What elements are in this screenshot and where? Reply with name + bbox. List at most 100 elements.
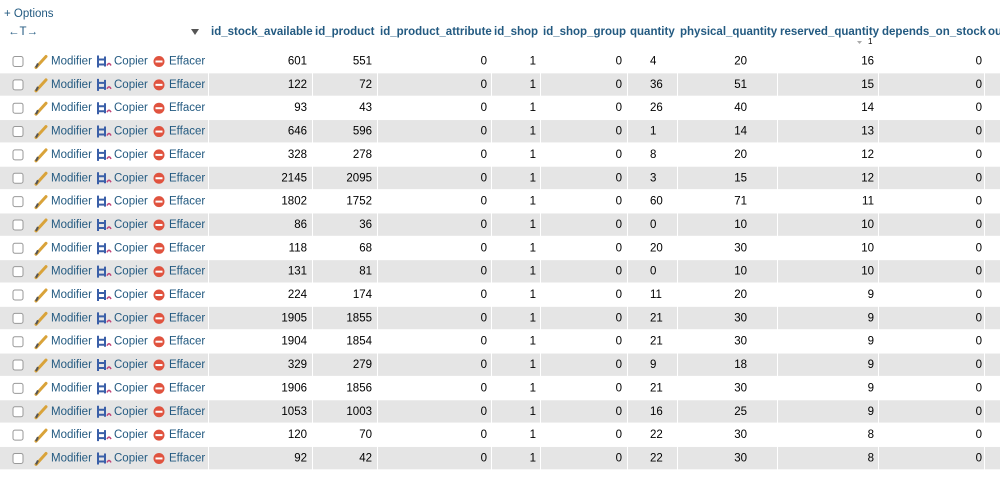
cell-bg <box>209 376 312 400</box>
cell-value: 0 <box>481 312 487 324</box>
delete-link[interactable]: Effacer <box>169 406 205 418</box>
edit-link[interactable]: Modifier <box>51 102 92 114</box>
edit-link[interactable]: Modifier <box>51 359 92 371</box>
edit-link[interactable]: Modifier <box>51 312 92 324</box>
cell-bg <box>778 190 878 213</box>
cell-bg <box>778 213 878 236</box>
delete-link[interactable]: Effacer <box>169 336 205 348</box>
copy-link[interactable]: Copier <box>114 102 148 114</box>
delete-link[interactable]: Effacer <box>169 219 205 231</box>
row-checkbox[interactable] <box>12 452 24 464</box>
column-header[interactable]: id_product <box>315 26 375 38</box>
row-checkbox[interactable] <box>12 266 24 278</box>
copy-link[interactable]: Copier <box>114 312 148 324</box>
cell-bg <box>628 423 677 446</box>
column-header[interactable]: id_shop_group <box>543 26 626 38</box>
edit-link[interactable]: Modifier <box>51 266 92 278</box>
delete-link[interactable]: Effacer <box>169 56 205 68</box>
cell-bg <box>209 330 312 353</box>
edit-link[interactable]: Modifier <box>51 149 92 161</box>
copy-link[interactable]: Copier <box>114 336 148 348</box>
delete-link[interactable]: Effacer <box>169 429 205 441</box>
copy-icon <box>97 405 106 418</box>
row-checkbox[interactable] <box>12 102 24 114</box>
delete-link[interactable]: Effacer <box>169 242 205 254</box>
edit-link[interactable]: Modifier <box>51 219 92 231</box>
delete-link[interactable]: Effacer <box>169 79 205 91</box>
copy-link[interactable]: Copier <box>114 289 148 301</box>
row-checkbox[interactable] <box>12 149 24 161</box>
delete-link[interactable]: Effacer <box>169 126 205 138</box>
copy-link[interactable]: Copier <box>114 172 148 184</box>
cell-value: 0 <box>976 79 982 91</box>
column-header[interactable]: depends_on_stock <box>882 26 987 38</box>
edit-link[interactable]: Modifier <box>51 382 92 394</box>
copy-link[interactable]: Copier <box>114 359 148 371</box>
row-checkbox[interactable] <box>12 312 24 324</box>
row-checkbox[interactable] <box>12 56 24 67</box>
cell-bg <box>209 190 312 213</box>
delete-link[interactable]: Effacer <box>169 172 205 184</box>
column-arrows[interactable]: ←T→ <box>8 26 38 38</box>
copy-link[interactable]: Copier <box>114 149 148 161</box>
copy-link[interactable]: Copier <box>114 382 148 394</box>
edit-link[interactable]: Modifier <box>51 196 92 208</box>
row-checkbox[interactable] <box>12 406 24 418</box>
column-header[interactable]: id_product_attribute <box>380 26 492 38</box>
row-checkbox[interactable] <box>12 359 24 371</box>
row-checkbox[interactable] <box>12 336 24 348</box>
delete-link[interactable]: Effacer <box>169 312 205 324</box>
edit-link[interactable]: Modifier <box>51 172 92 184</box>
row-checkbox[interactable] <box>12 126 24 138</box>
copy-link[interactable]: Copier <box>114 452 148 464</box>
delete-link[interactable]: Effacer <box>169 452 205 464</box>
delete-link[interactable]: Effacer <box>169 196 205 208</box>
edit-link[interactable]: Modifier <box>51 79 92 91</box>
delete-icon-bar <box>155 387 163 390</box>
copy-link[interactable]: Copier <box>114 266 148 278</box>
row-checkbox[interactable] <box>12 196 24 208</box>
row-checkbox[interactable] <box>12 79 24 91</box>
options-link[interactable]: + Options <box>4 8 54 20</box>
copy-link[interactable]: Copier <box>114 126 148 138</box>
edit-link[interactable]: Modifier <box>51 242 92 254</box>
column-header[interactable]: id_stock_available <box>211 26 313 38</box>
row-checkbox[interactable] <box>12 429 24 441</box>
edit-link[interactable]: Modifier <box>51 56 92 68</box>
row-checkbox[interactable] <box>12 242 24 254</box>
delete-link[interactable]: Effacer <box>169 359 205 371</box>
edit-link[interactable]: Modifier <box>51 289 92 301</box>
column-header[interactable]: physical_quantity <box>680 26 778 38</box>
delete-link[interactable]: Effacer <box>169 289 205 301</box>
copy-link[interactable]: Copier <box>114 56 148 68</box>
edit-link[interactable]: Modifier <box>51 126 92 138</box>
column-header[interactable]: id_shop <box>494 26 538 38</box>
copy-link[interactable]: Copier <box>114 429 148 441</box>
copy-link[interactable]: Copier <box>114 406 148 418</box>
dropdown-arrow[interactable] <box>191 29 199 35</box>
row-checkbox[interactable] <box>12 219 24 231</box>
row-checkbox[interactable] <box>12 289 24 301</box>
row-checkbox[interactable] <box>12 382 24 394</box>
copy-link[interactable]: Copier <box>114 196 148 208</box>
cell-value: 0 <box>481 242 487 254</box>
edit-link[interactable]: Modifier <box>51 406 92 418</box>
edit-link[interactable]: Modifier <box>51 452 92 464</box>
column-header[interactable]: quantity <box>630 26 675 38</box>
delete-link[interactable]: Effacer <box>169 149 205 161</box>
copy-link[interactable]: Copier <box>114 219 148 231</box>
copy-link[interactable]: Copier <box>114 79 148 91</box>
delete-link[interactable]: Effacer <box>169 102 205 114</box>
cell-value: 328 <box>288 149 307 161</box>
edit-link[interactable]: Modifier <box>51 336 92 348</box>
delete-link[interactable]: Effacer <box>169 266 205 278</box>
delete-link[interactable]: Effacer <box>169 382 205 394</box>
column-header[interactable]: ou <box>988 26 1000 38</box>
column-header[interactable]: reserved_quantity <box>780 26 880 38</box>
cell-bg <box>628 283 677 306</box>
cell-bg <box>541 120 627 143</box>
cell-bg <box>209 306 312 330</box>
edit-link[interactable]: Modifier <box>51 429 92 441</box>
copy-link[interactable]: Copier <box>114 242 148 254</box>
row-checkbox[interactable] <box>12 172 24 184</box>
